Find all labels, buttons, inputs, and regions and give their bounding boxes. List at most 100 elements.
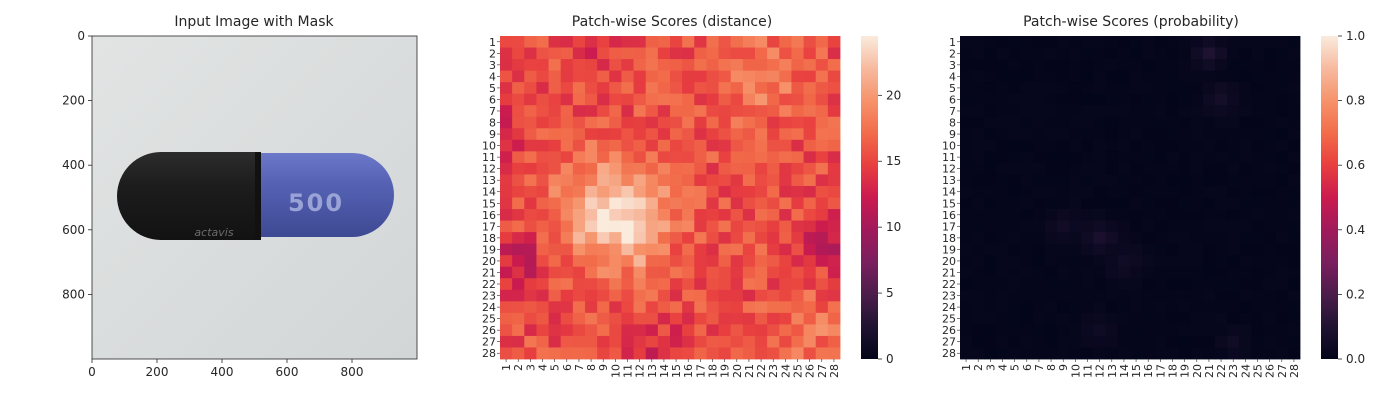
heatmap-cell (996, 82, 1009, 95)
heatmap-cell (1057, 82, 1070, 95)
heatmap-cell (1275, 209, 1289, 221)
row-tick-label: 24 (942, 301, 956, 314)
heatmap-cell (1215, 301, 1228, 314)
heatmap-cell (1190, 162, 1204, 175)
heatmap-cell (1215, 266, 1228, 279)
heatmap-cell (1142, 232, 1155, 245)
heatmap-cell (682, 139, 695, 152)
heatmap-cell (730, 36, 744, 48)
heatmap-cell (1069, 82, 1082, 95)
heatmap-cell (767, 70, 780, 83)
heatmap-cell (742, 116, 756, 129)
heatmap-cell (1166, 47, 1179, 60)
heatmap-cell (803, 324, 817, 337)
heatmap-cell (972, 174, 985, 187)
heatmap-cell (1020, 335, 1034, 348)
heatmap-cell (755, 243, 768, 256)
heatmap-cell (500, 243, 513, 256)
heatmap-cell (1215, 162, 1228, 175)
heatmap-cell (1057, 47, 1070, 60)
heatmap-cell (972, 255, 985, 268)
heatmap-cell (1032, 105, 1046, 118)
heatmap-cell (755, 335, 768, 348)
heatmap-cell (536, 128, 549, 141)
heatmap-cell (803, 36, 817, 48)
heatmap-cell (960, 255, 973, 268)
heatmap-cell (609, 289, 622, 302)
heatmap-cell (585, 59, 598, 72)
heatmap-cell (1130, 278, 1143, 291)
heatmap-cell (706, 139, 719, 152)
heatmap-cell (536, 220, 549, 233)
heatmap-cell (609, 335, 622, 348)
heatmap-cell (1093, 335, 1107, 348)
heatmap-cell (1287, 93, 1301, 106)
heatmap-cell (984, 162, 997, 175)
heatmap-cell (791, 278, 804, 291)
heatmap-cell (730, 335, 744, 348)
heatmap-cell (1275, 105, 1289, 118)
heatmap-cell (1142, 128, 1155, 141)
heatmap-cell (996, 266, 1009, 279)
heatmap-cell (742, 232, 756, 245)
panel3-title: Patch-wise Scores (probability) (1023, 14, 1239, 30)
heatmap-cell (1263, 70, 1277, 83)
heatmap-cell (1130, 128, 1143, 141)
heatmap-cell (512, 82, 525, 95)
heatmap-cell (803, 232, 817, 245)
heatmap-cell (633, 105, 647, 118)
heatmap-cell (585, 209, 598, 221)
heatmap-cell (572, 174, 586, 187)
heatmap-cell (1142, 162, 1155, 175)
heatmap-cell (1032, 232, 1046, 245)
heatmap-cell (597, 185, 610, 198)
heatmap-cell (1105, 151, 1119, 164)
heatmap-cell (1202, 162, 1216, 175)
heatmap-cell (1215, 197, 1228, 210)
heatmap-cell (670, 301, 683, 314)
heatmap-cell (1227, 47, 1240, 60)
heatmap-cell (1093, 289, 1107, 302)
heatmap-cell (1190, 93, 1204, 106)
heatmap-cell (609, 243, 622, 256)
heatmap-cell (815, 36, 829, 48)
heatmap-cell (972, 36, 985, 48)
heatmap-cell (645, 220, 659, 233)
heatmap-cell (1263, 255, 1277, 268)
heatmap-cell (791, 162, 804, 175)
heatmap-cell (548, 93, 562, 106)
heatmap-cell (742, 347, 756, 360)
heatmap-cell (996, 243, 1009, 256)
heatmap-cell (1045, 128, 1058, 141)
heatmap-cell (597, 335, 610, 348)
heatmap-cell (1275, 36, 1289, 48)
heatmap-cell (512, 93, 525, 106)
heatmap-cell (730, 220, 744, 233)
heatmap-cell (755, 301, 768, 314)
heatmap-cell (548, 185, 562, 198)
heatmap-cell (803, 128, 817, 141)
heatmap-cell (1178, 197, 1192, 210)
heatmap-cell (706, 312, 719, 325)
heatmap-cell (524, 128, 537, 141)
heatmap-cell (1263, 174, 1277, 187)
heatmap-cell (524, 209, 537, 221)
heatmap-cell (1239, 70, 1252, 83)
heatmap-cell (742, 301, 756, 314)
heatmap-cell (742, 255, 756, 268)
row-tick-label: 27 (482, 336, 496, 349)
heatmap-cell (682, 36, 695, 48)
heatmap-cell (1202, 139, 1216, 152)
heatmap-cell (1117, 82, 1131, 95)
heatmap-cell (1081, 324, 1094, 337)
heatmap-cell (815, 151, 829, 164)
heatmap-cell (1287, 116, 1301, 129)
heatmap-cell (960, 289, 973, 302)
heatmap-cell (1081, 335, 1094, 348)
heatmap-cell (657, 278, 671, 291)
heatmap-cell (585, 266, 598, 279)
heatmap-cell (500, 174, 513, 187)
heatmap-cell (1117, 185, 1131, 198)
heatmap-cell (682, 151, 695, 164)
heatmap-cell (755, 59, 768, 72)
